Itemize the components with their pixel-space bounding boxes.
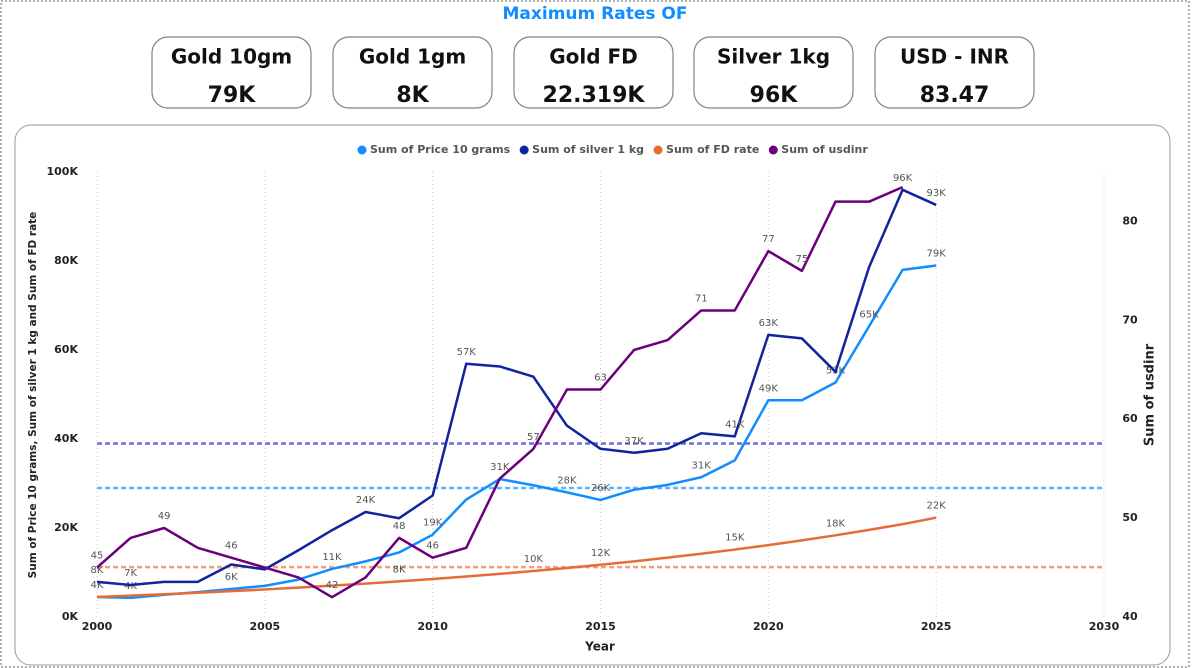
data-label: 41K xyxy=(725,419,745,430)
data-label: 96K xyxy=(893,173,913,184)
data-label: 24K xyxy=(356,495,376,506)
data-label: 8K xyxy=(91,565,104,576)
legend-label: Sum of usdinr xyxy=(781,143,868,156)
data-label: 18K xyxy=(826,518,846,529)
kpi-label: Gold 10gm xyxy=(171,45,292,69)
data-label: 11K xyxy=(322,552,342,563)
series-line xyxy=(96,188,937,587)
kpi-value: 22.319K xyxy=(543,83,646,108)
kpi-card xyxy=(332,36,493,109)
kpi-card xyxy=(151,36,312,109)
kpi-label: USD - INR xyxy=(900,45,1009,69)
y2-tick-label: 40 xyxy=(1122,610,1138,623)
data-label: 93K xyxy=(927,188,947,199)
data-label: 19K xyxy=(423,518,443,529)
page-title: Maximum Rates OF xyxy=(503,4,688,24)
x-tick-label: 2015 xyxy=(585,620,616,633)
data-label: 42 xyxy=(326,580,339,591)
y-tick-label: 20K xyxy=(54,521,78,534)
data-label: 6K xyxy=(225,572,238,583)
y2-tick-label: 80 xyxy=(1122,214,1138,227)
kpi-card xyxy=(874,36,1035,109)
data-label: 22K xyxy=(927,501,947,512)
y2-tick-label: 50 xyxy=(1122,511,1138,524)
kpi-value: 83.47 xyxy=(920,83,990,108)
data-label: 77 xyxy=(762,234,775,245)
legend-marker xyxy=(357,145,367,155)
x-tick-label: 2005 xyxy=(250,620,281,633)
data-label: 49K xyxy=(759,383,779,394)
kpi-value: 8K xyxy=(396,83,429,108)
data-label: 12K xyxy=(591,548,611,559)
legend-label: Sum of Price 10 grams xyxy=(370,143,511,156)
cards: Gold 10gm 79K Gold 1gm 8K Gold FD 22.319K Silv… xyxy=(151,36,1035,109)
data-label: 15K xyxy=(725,533,745,544)
x-tick-label: 2010 xyxy=(417,620,448,633)
series-line xyxy=(96,185,904,599)
data-label: 31K xyxy=(692,460,712,471)
kpi-value: 96K xyxy=(750,83,799,108)
y2-axis-title: Sum of usdinr xyxy=(1143,343,1158,446)
data-label: 28K xyxy=(557,475,577,486)
y-tick-label: 0K xyxy=(62,610,79,623)
x-tick-label: 2030 xyxy=(1089,620,1120,633)
data-label: 46 xyxy=(426,541,439,552)
data-label: 57K xyxy=(457,347,477,358)
kpi-label: Silver 1kg xyxy=(717,45,830,69)
chart: 2000 2005 2010 2015 2020 2025 2030 0K 20K 40K 60K 8… xyxy=(27,143,1158,654)
data-label: 79K xyxy=(927,248,947,259)
x-axis-title: Year xyxy=(584,640,615,654)
data-label: 10K xyxy=(524,554,544,565)
y-tick-label: 80K xyxy=(54,254,78,267)
data-label: 4K xyxy=(124,581,137,592)
y-axis-title: Sum of Price 10 grams, Sum of silver 1 k… xyxy=(27,212,39,579)
data-label: 31K xyxy=(490,462,510,473)
kpi-label: Gold FD xyxy=(549,45,638,69)
series-line xyxy=(96,264,937,600)
legend-marker xyxy=(768,145,778,155)
x-tick-label: 2000 xyxy=(82,620,113,633)
y2-tick-label: 70 xyxy=(1122,313,1138,326)
x-tick-label: 2020 xyxy=(753,620,784,633)
y-tick-label: 100K xyxy=(47,165,79,178)
kpi-label: Gold 1gm xyxy=(359,45,466,69)
y2-tick-label: 60 xyxy=(1122,412,1138,425)
data-label: 49 xyxy=(158,511,171,522)
data-label: 75 xyxy=(796,254,809,265)
legend-label: Sum of FD rate xyxy=(666,143,759,156)
data-label: 63K xyxy=(759,318,779,329)
data-label: 37K xyxy=(624,436,644,447)
chart-panel xyxy=(14,124,1171,666)
legend-marker xyxy=(519,145,529,155)
data-label: 7K xyxy=(124,568,137,579)
kpi-card xyxy=(693,36,854,109)
legend-label: Sum of silver 1 kg xyxy=(532,143,644,156)
legend-marker xyxy=(653,145,663,155)
data-label: 26K xyxy=(591,483,611,494)
data-label: 45 xyxy=(91,551,104,562)
series-line xyxy=(96,516,937,599)
data-label: 8K xyxy=(393,564,406,575)
data-label: 57 xyxy=(527,432,540,443)
x-tick-label: 2025 xyxy=(921,620,952,633)
kpi-card xyxy=(513,36,674,109)
data-label: 71 xyxy=(695,293,708,304)
data-label: 63 xyxy=(594,373,607,384)
y-tick-label: 40K xyxy=(54,432,78,445)
data-label: 4K xyxy=(91,580,104,591)
data-label: 48 xyxy=(393,521,406,532)
y-tick-label: 60K xyxy=(54,343,78,356)
data-label: 65K xyxy=(859,309,879,320)
kpi-value: 79K xyxy=(208,83,257,108)
data-label: 46 xyxy=(225,541,238,552)
